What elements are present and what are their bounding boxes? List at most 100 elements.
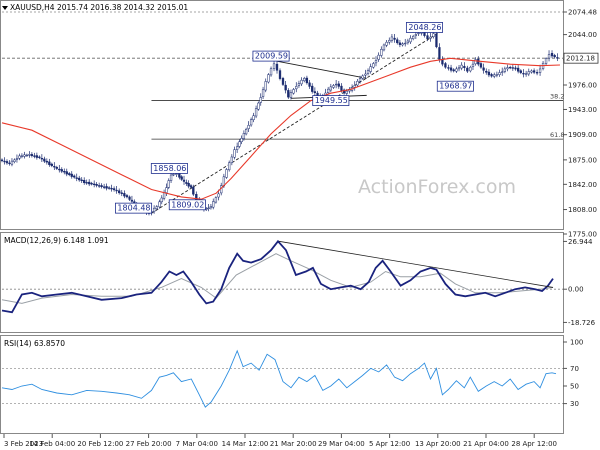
candle-body <box>524 73 528 75</box>
candle-body <box>158 201 161 208</box>
candle-body <box>388 40 391 43</box>
x-axis-label: 20 Feb 12:00 <box>77 440 123 448</box>
candle-body <box>80 179 83 182</box>
candle-body <box>327 88 330 93</box>
candle-body <box>185 182 188 184</box>
candle-body <box>25 154 29 157</box>
price-annotation-label: 1949.55 <box>315 96 348 105</box>
candle-body <box>244 129 248 135</box>
candle-body <box>390 36 394 41</box>
price-annotation-box <box>115 202 153 214</box>
candle-body <box>38 156 41 158</box>
candle-body <box>85 182 88 184</box>
candle-body <box>455 68 458 72</box>
candle-body <box>182 179 186 182</box>
candle-body <box>509 66 512 69</box>
rsi-panel-title: RSI(14) 63.8570 <box>4 339 65 348</box>
candle-body <box>187 182 190 187</box>
candle-body <box>334 83 338 86</box>
rsi-axis-label: 30 <box>570 400 579 408</box>
candle-body <box>212 201 215 208</box>
candle-body <box>550 52 554 57</box>
candle-body <box>107 187 111 189</box>
candle-body <box>308 82 311 87</box>
candle-body <box>257 102 260 110</box>
candle-body <box>30 154 34 156</box>
candle-body <box>40 158 44 160</box>
price-annotation-box <box>252 50 290 62</box>
channel-dashed-line <box>151 31 441 214</box>
candle-body <box>15 158 19 160</box>
candle-body <box>65 171 68 175</box>
x-axis-label: 29 Mar 04:00 <box>318 440 365 448</box>
candle-body <box>162 192 166 199</box>
candle-body <box>311 85 314 92</box>
candle-body <box>269 68 273 76</box>
candle-body <box>474 59 477 65</box>
candle-body <box>385 41 388 46</box>
panel-collapse-icon[interactable] <box>2 6 8 10</box>
macd-axis-label: 26.944 <box>568 238 593 246</box>
candle-body <box>88 181 91 185</box>
candle-body <box>73 175 76 178</box>
price-annotation-label: 1858.06 <box>153 164 186 173</box>
candle-body <box>118 190 121 194</box>
candle-body <box>406 40 410 44</box>
candle-body <box>172 174 175 176</box>
candle-body <box>300 79 303 85</box>
candle-body <box>527 71 530 75</box>
triangle-upper-line <box>270 59 367 79</box>
candle-body <box>438 47 441 60</box>
last-price-box <box>563 52 599 64</box>
macd-signal-line <box>1 253 554 304</box>
candle-body <box>429 36 432 39</box>
candle-body <box>217 193 220 198</box>
price-annotation-box <box>405 22 443 33</box>
candle-body <box>233 149 236 158</box>
candle-body <box>189 185 193 188</box>
macd-axis-label: 0.00 <box>568 286 584 294</box>
candle-body <box>449 67 453 71</box>
candle-body <box>522 73 525 75</box>
x-axis-label: 21 Apr 04:00 <box>463 440 509 448</box>
candle-body <box>417 32 420 35</box>
candle-body <box>60 169 63 172</box>
candle-body <box>377 54 380 60</box>
candle-body <box>13 159 16 162</box>
candle-body <box>493 74 496 77</box>
candle-body <box>225 169 228 178</box>
candle-body <box>426 35 429 39</box>
last-price-label: 2012.18 <box>566 55 595 63</box>
candle-body <box>401 43 404 46</box>
candle-body <box>547 54 551 59</box>
price-axis-label: 2074.48 <box>568 9 597 17</box>
candle-body <box>48 161 51 165</box>
candle-body <box>230 156 233 164</box>
candle-body <box>482 67 485 71</box>
macd-panel <box>0 232 564 333</box>
candle-body <box>337 83 340 87</box>
candle-body <box>98 185 101 187</box>
candle-body <box>169 174 173 181</box>
price-axis-label: 1875.00 <box>568 156 597 164</box>
macd-trendline <box>278 240 554 288</box>
candle-body <box>297 83 301 86</box>
candle-body <box>414 34 418 36</box>
candle-body <box>120 192 123 194</box>
candle-body <box>498 72 501 76</box>
candle-body <box>240 138 243 143</box>
candle-body <box>374 60 378 64</box>
x-axis-label: 13 Apr 20:00 <box>415 440 461 448</box>
candle-body <box>63 171 66 173</box>
candle-body <box>353 85 356 88</box>
candle-body <box>487 71 491 76</box>
candle-body <box>503 68 507 72</box>
candle-body <box>444 63 447 68</box>
candle-body <box>452 69 455 72</box>
candle-body <box>115 189 118 192</box>
candle-body <box>485 70 488 73</box>
candle-body <box>538 68 542 73</box>
candle-body <box>90 183 93 185</box>
candle-body <box>412 36 415 40</box>
candle-body <box>68 173 71 175</box>
